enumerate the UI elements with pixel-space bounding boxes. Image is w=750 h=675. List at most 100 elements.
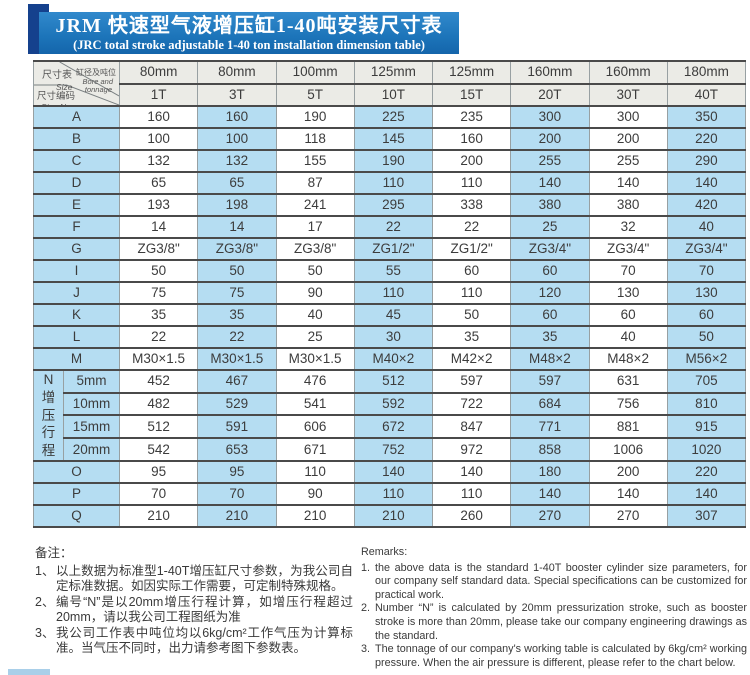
cell-value: 140 [666,171,747,195]
cell-value: 235 [431,105,512,129]
notes-english: Remarks: 1. the above data is the standar… [361,546,747,670]
cell-value: 200 [588,127,668,151]
cell-value: 200 [510,127,590,151]
cell-value: 30 [353,325,434,349]
cell-value: 65 [197,171,277,195]
cell-value: 70 [666,259,747,283]
cell-value: 145 [353,127,434,151]
note-marker: 3. [361,643,371,656]
table-row: K 35 35 40 45 50 60 60 60 [33,303,747,327]
cell-value: 70 [588,259,668,283]
bore-header: 125mm [431,60,512,85]
table-row: L 22 22 25 30 35 35 40 50 [33,325,747,349]
cell-value: 120 [510,281,590,305]
cell-value: 60 [510,303,590,327]
cell-value: 100 [197,127,277,151]
corner-bore-label-en1: Bore and [82,77,113,86]
cell-value: 512 [118,414,199,440]
table-row: G ZG3/8" ZG3/8" ZG3/8" ZG1/2" ZG1/2" ZG3/4" ZG3… [33,237,747,261]
cell-value: 420 [666,193,747,217]
row-label: G [33,237,120,261]
notes-chinese: 备注： 1、 以上数据为标准型1-40T增压缸尺寸参数，为我公司自定标准数据。如因… [35,546,353,670]
row-label: B [33,127,120,151]
row-label: Q [33,503,120,528]
cell-value: 529 [197,391,277,417]
cell-value: 75 [118,281,199,305]
table-row: E 193 198 241 295 338 380 380 420 [33,193,747,217]
cell-value: 110 [353,171,434,195]
cell-value: 915 [666,414,747,440]
cell-value: 542 [118,437,199,462]
note-text: 以上数据为标准型1-40T增压缸尺寸参数，为我公司自定标准数据。如因实际工作需要… [56,563,353,594]
cell-value: 756 [588,391,668,417]
note-text: Number “N” is calculated by 20mm pressur… [375,602,747,642]
tonnage-header: 5T [275,82,355,107]
cell-value: 512 [353,369,434,394]
cell-value: 40 [275,303,355,327]
cell-value: 50 [118,259,199,283]
cell-value: 307 [666,503,747,528]
header-row-tonnage: 1T 3T 5T 10T 15T 20T 30T 40T [34,82,747,107]
cell-value: 132 [197,149,277,173]
cell-value: 270 [588,503,668,528]
cell-value: 200 [431,149,512,173]
cell-value: 130 [666,281,747,305]
n-char: 压 [41,407,56,423]
cell-value: 972 [431,437,512,462]
cell-value: 300 [588,105,668,129]
title-banner-plate: JRM 快速型气液增压缸1-40吨安装尺寸表 (JRC total stroke… [39,12,459,54]
corner-bore-label-en2: tonnage [84,85,112,94]
cell-value: 130 [588,281,668,305]
stroke-label: 20mm [63,437,120,462]
cell-value: 771 [510,414,590,440]
tonnage-header: 3T [197,82,277,107]
n-char: 行 [41,425,56,441]
cell-value: 160 [431,127,512,151]
cell-value: 255 [510,149,590,173]
cell-value: 110 [431,171,512,195]
bore-header: 80mm [118,60,199,85]
cell-value: 722 [431,391,512,417]
cell-value: 110 [431,481,512,506]
cell-value: 17 [275,215,355,239]
cell-value: M40×2 [353,347,434,371]
cell-value: 110 [431,281,512,305]
table-row: 15mm 512 591 606 672 847 771 881 915 [34,414,747,440]
cell-value: 210 [118,503,199,528]
cell-value: ZG1/2" [353,237,434,261]
cell-value: 140 [510,171,590,195]
note-text: 我公司工作表中吨位均以6kg/cm²工作气压为计算标准。当气压不同时，出力请参考… [56,625,353,656]
cell-value: 671 [275,437,355,462]
cell-value: 160 [118,105,199,129]
partial-banner-decoration [8,669,50,675]
tonnage-header: 15T [431,82,512,107]
cell-value: 70 [118,481,199,506]
cell-value: 1006 [588,437,668,462]
cell-value: 95 [197,459,277,484]
cell-value: 140 [588,171,668,195]
cell-value: 260 [431,503,512,528]
cell-value: ZG3/4" [666,237,747,261]
cell-value: 50 [431,303,512,327]
cell-value: 482 [118,391,199,417]
cell-value: 220 [666,127,747,151]
cell-value: 110 [275,459,355,484]
cell-value: 752 [353,437,434,462]
cell-value: 190 [275,105,355,129]
note-marker: 1. [361,561,371,574]
tonnage-header: 20T [510,82,590,107]
table-row: 10mm 482 529 541 592 722 684 756 810 [34,391,747,417]
cell-value: 193 [118,193,199,217]
cell-value: 858 [510,437,590,462]
stroke-label: 10mm [63,391,120,417]
cell-value: 672 [353,414,434,440]
stroke-label: 5mm [63,369,120,394]
cell-value: 22 [118,325,199,349]
table-row: B 100 100 118 145 160 200 200 220 [33,127,747,151]
row-label: C [33,149,120,173]
cell-value: 35 [510,325,590,349]
cell-value: M56×2 [666,347,747,371]
table-row: O 95 95 110 140 140 180 200 220 [33,459,747,484]
